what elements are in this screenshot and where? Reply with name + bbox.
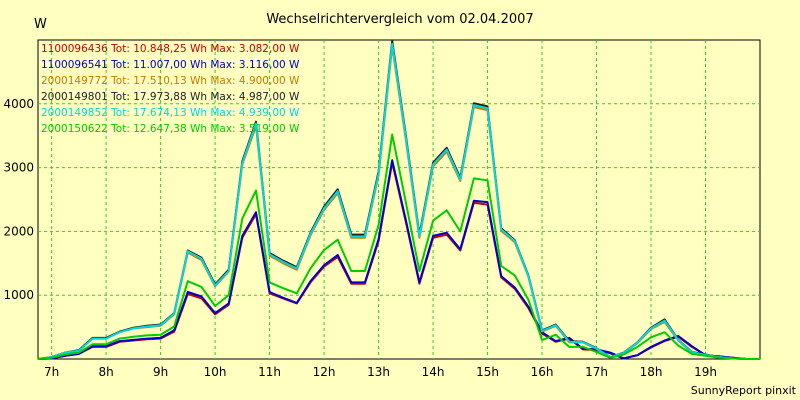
grid: [38, 40, 760, 359]
y-tick-label: 4000: [3, 97, 34, 111]
series-line-5: [37, 42, 760, 360]
x-tick-label: 13h: [367, 365, 390, 379]
legend-entry: 1100096541 Tot: 11.007,00 Wh Max: 3.116,…: [41, 59, 300, 71]
x-tick-label: 11h: [258, 365, 281, 379]
y-tick-label: 3000: [3, 161, 34, 175]
legend: 1100096436 Tot: 10.848,25 Wh Max: 3.082,…: [41, 43, 300, 135]
x-tick-label: 17h: [585, 365, 608, 379]
chart-title: Wechselrichtervergleich vom 02.04.2007: [266, 12, 533, 27]
y-axis-unit: W: [34, 17, 47, 32]
x-tick-label: 9h: [153, 365, 168, 379]
y-tick-labels: 1000 2000 3000 4000: [3, 97, 34, 302]
x-tick-label: 7h: [44, 365, 59, 379]
x-tick-label: 8h: [98, 365, 113, 379]
x-tick-label: 16h: [531, 365, 554, 379]
legend-entry: 2000149772 Tot: 17.510,13 Wh Max: 4.900,…: [41, 75, 300, 87]
y-tick-label: 1000: [3, 288, 34, 302]
legend-entry: 2000149852 Tot: 17.674,13 Wh Max: 4.939,…: [41, 107, 300, 119]
x-tick-label: 19h: [694, 365, 717, 379]
legend-entry: 2000149801 Tot: 17.973,88 Wh Max: 4.987,…: [41, 91, 300, 103]
x-tick-label: 18h: [640, 365, 663, 379]
y-tick-label: 2000: [3, 224, 34, 238]
legend-entry: 2000150622 Tot: 12.647,38 Wh Max: 3.519,…: [41, 123, 300, 135]
series-line-2: [37, 159, 760, 360]
series-line-6: [37, 133, 760, 360]
x-tick-label: 14h: [422, 365, 445, 379]
x-tick-label: 15h: [476, 365, 499, 379]
series-lines: [37, 39, 760, 360]
x-tick-labels: 7h 8h 9h 10h 11h 12h 13h 14h 15h 16h 17h 18h 19h: [44, 365, 717, 379]
x-tick-label: 10h: [204, 365, 227, 379]
legend-entry: 1100096436 Tot: 10.848,25 Wh Max: 3.082,…: [41, 43, 300, 55]
x-tick-label: 12h: [313, 365, 336, 379]
credit-text: SunnyReport pinxit: [691, 384, 797, 397]
